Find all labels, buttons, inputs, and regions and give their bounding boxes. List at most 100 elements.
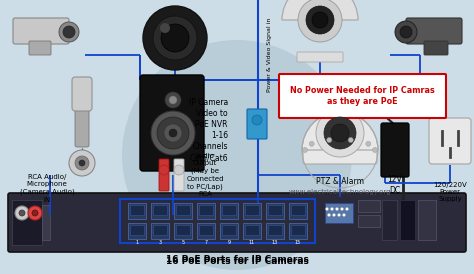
Circle shape [324,117,356,149]
Text: 3: 3 [158,239,162,244]
Bar [120,199,315,243]
Circle shape [306,6,334,34]
Circle shape [309,141,314,146]
Bar [197,223,215,239]
Circle shape [336,207,338,210]
Bar [151,203,169,219]
FancyBboxPatch shape [140,75,204,171]
Text: 7: 7 [204,239,208,244]
Circle shape [122,40,352,270]
Bar [382,200,397,240]
Circle shape [252,115,262,125]
Circle shape [395,21,417,43]
Bar [291,205,305,215]
Bar [176,205,190,215]
Bar [151,223,169,239]
Circle shape [340,207,344,210]
Wedge shape [302,112,378,150]
Bar [12,200,42,245]
Text: 12V
DC: 12V DC [388,175,402,195]
Text: 11: 11 [249,239,255,244]
Text: 120/220V
Power
Supply: 120/220V Power Supply [433,181,467,202]
Circle shape [63,26,75,38]
Bar [174,203,192,219]
FancyBboxPatch shape [406,18,462,44]
Circle shape [337,213,340,216]
Bar [358,215,380,227]
Bar [222,205,236,215]
Circle shape [327,138,332,142]
FancyBboxPatch shape [279,74,446,118]
Circle shape [316,109,364,157]
Circle shape [346,207,348,210]
Text: Power & Video Signal in: Power & Video Signal in [267,18,273,92]
FancyBboxPatch shape [75,103,89,147]
Circle shape [400,26,412,38]
Text: 1: 1 [136,239,138,244]
Bar [153,225,167,235]
Bar [222,225,236,235]
Circle shape [328,213,330,216]
Circle shape [169,96,177,104]
Circle shape [348,138,353,142]
Circle shape [366,141,371,146]
Text: 15: 15 [295,239,301,244]
Text: Audio
Output
(May be
Connected
to PC/Lap)
RCA: Audio Output (May be Connected to PC/Lap… [186,153,224,197]
Circle shape [151,111,195,155]
Bar [289,203,307,219]
Bar [130,225,144,235]
Bar [128,203,146,219]
Text: RCA Audio/
Microphone
(Camera Audio)
IN: RCA Audio/ Microphone (Camera Audio) IN [19,173,74,202]
Bar [153,205,167,215]
Bar [197,203,215,219]
Bar [42,205,50,240]
Circle shape [169,129,177,137]
FancyBboxPatch shape [247,109,267,139]
Bar [291,225,305,235]
Bar [245,225,259,235]
FancyBboxPatch shape [159,159,169,191]
Bar [243,203,261,219]
Text: www.electricaltechnology.org: www.electricaltechnology.org [289,189,391,195]
Bar [266,223,284,239]
Circle shape [159,165,169,175]
Circle shape [75,156,89,170]
Text: 13: 13 [272,239,278,244]
Circle shape [153,16,197,60]
Circle shape [332,213,336,216]
Circle shape [174,165,184,175]
Circle shape [164,124,182,142]
FancyBboxPatch shape [381,123,409,177]
Bar [289,223,307,239]
FancyBboxPatch shape [297,52,343,62]
Text: No Power Needed for IP Camras
as they are PoE: No Power Needed for IP Camras as they ar… [290,86,434,106]
Circle shape [69,150,95,176]
Circle shape [312,12,328,28]
Circle shape [298,0,342,42]
Bar [174,223,192,239]
Bar [176,225,190,235]
Circle shape [79,160,85,166]
FancyBboxPatch shape [13,18,69,44]
FancyBboxPatch shape [29,41,51,55]
Text: 16 PoE Ports for IP Cameras: 16 PoE Ports for IP Cameras [165,255,309,264]
Circle shape [161,24,189,52]
FancyBboxPatch shape [424,41,448,55]
Bar [268,205,282,215]
Circle shape [373,147,377,153]
Bar [130,205,144,215]
Circle shape [160,23,170,33]
FancyBboxPatch shape [174,159,184,191]
Bar [220,203,238,219]
Text: 5: 5 [182,239,184,244]
Circle shape [15,206,29,220]
Circle shape [157,117,189,149]
Bar [325,203,353,223]
Circle shape [19,210,25,216]
FancyBboxPatch shape [303,148,377,164]
Circle shape [343,213,346,216]
Circle shape [28,206,42,220]
Bar [266,203,284,219]
Circle shape [326,207,328,210]
FancyBboxPatch shape [72,77,92,111]
